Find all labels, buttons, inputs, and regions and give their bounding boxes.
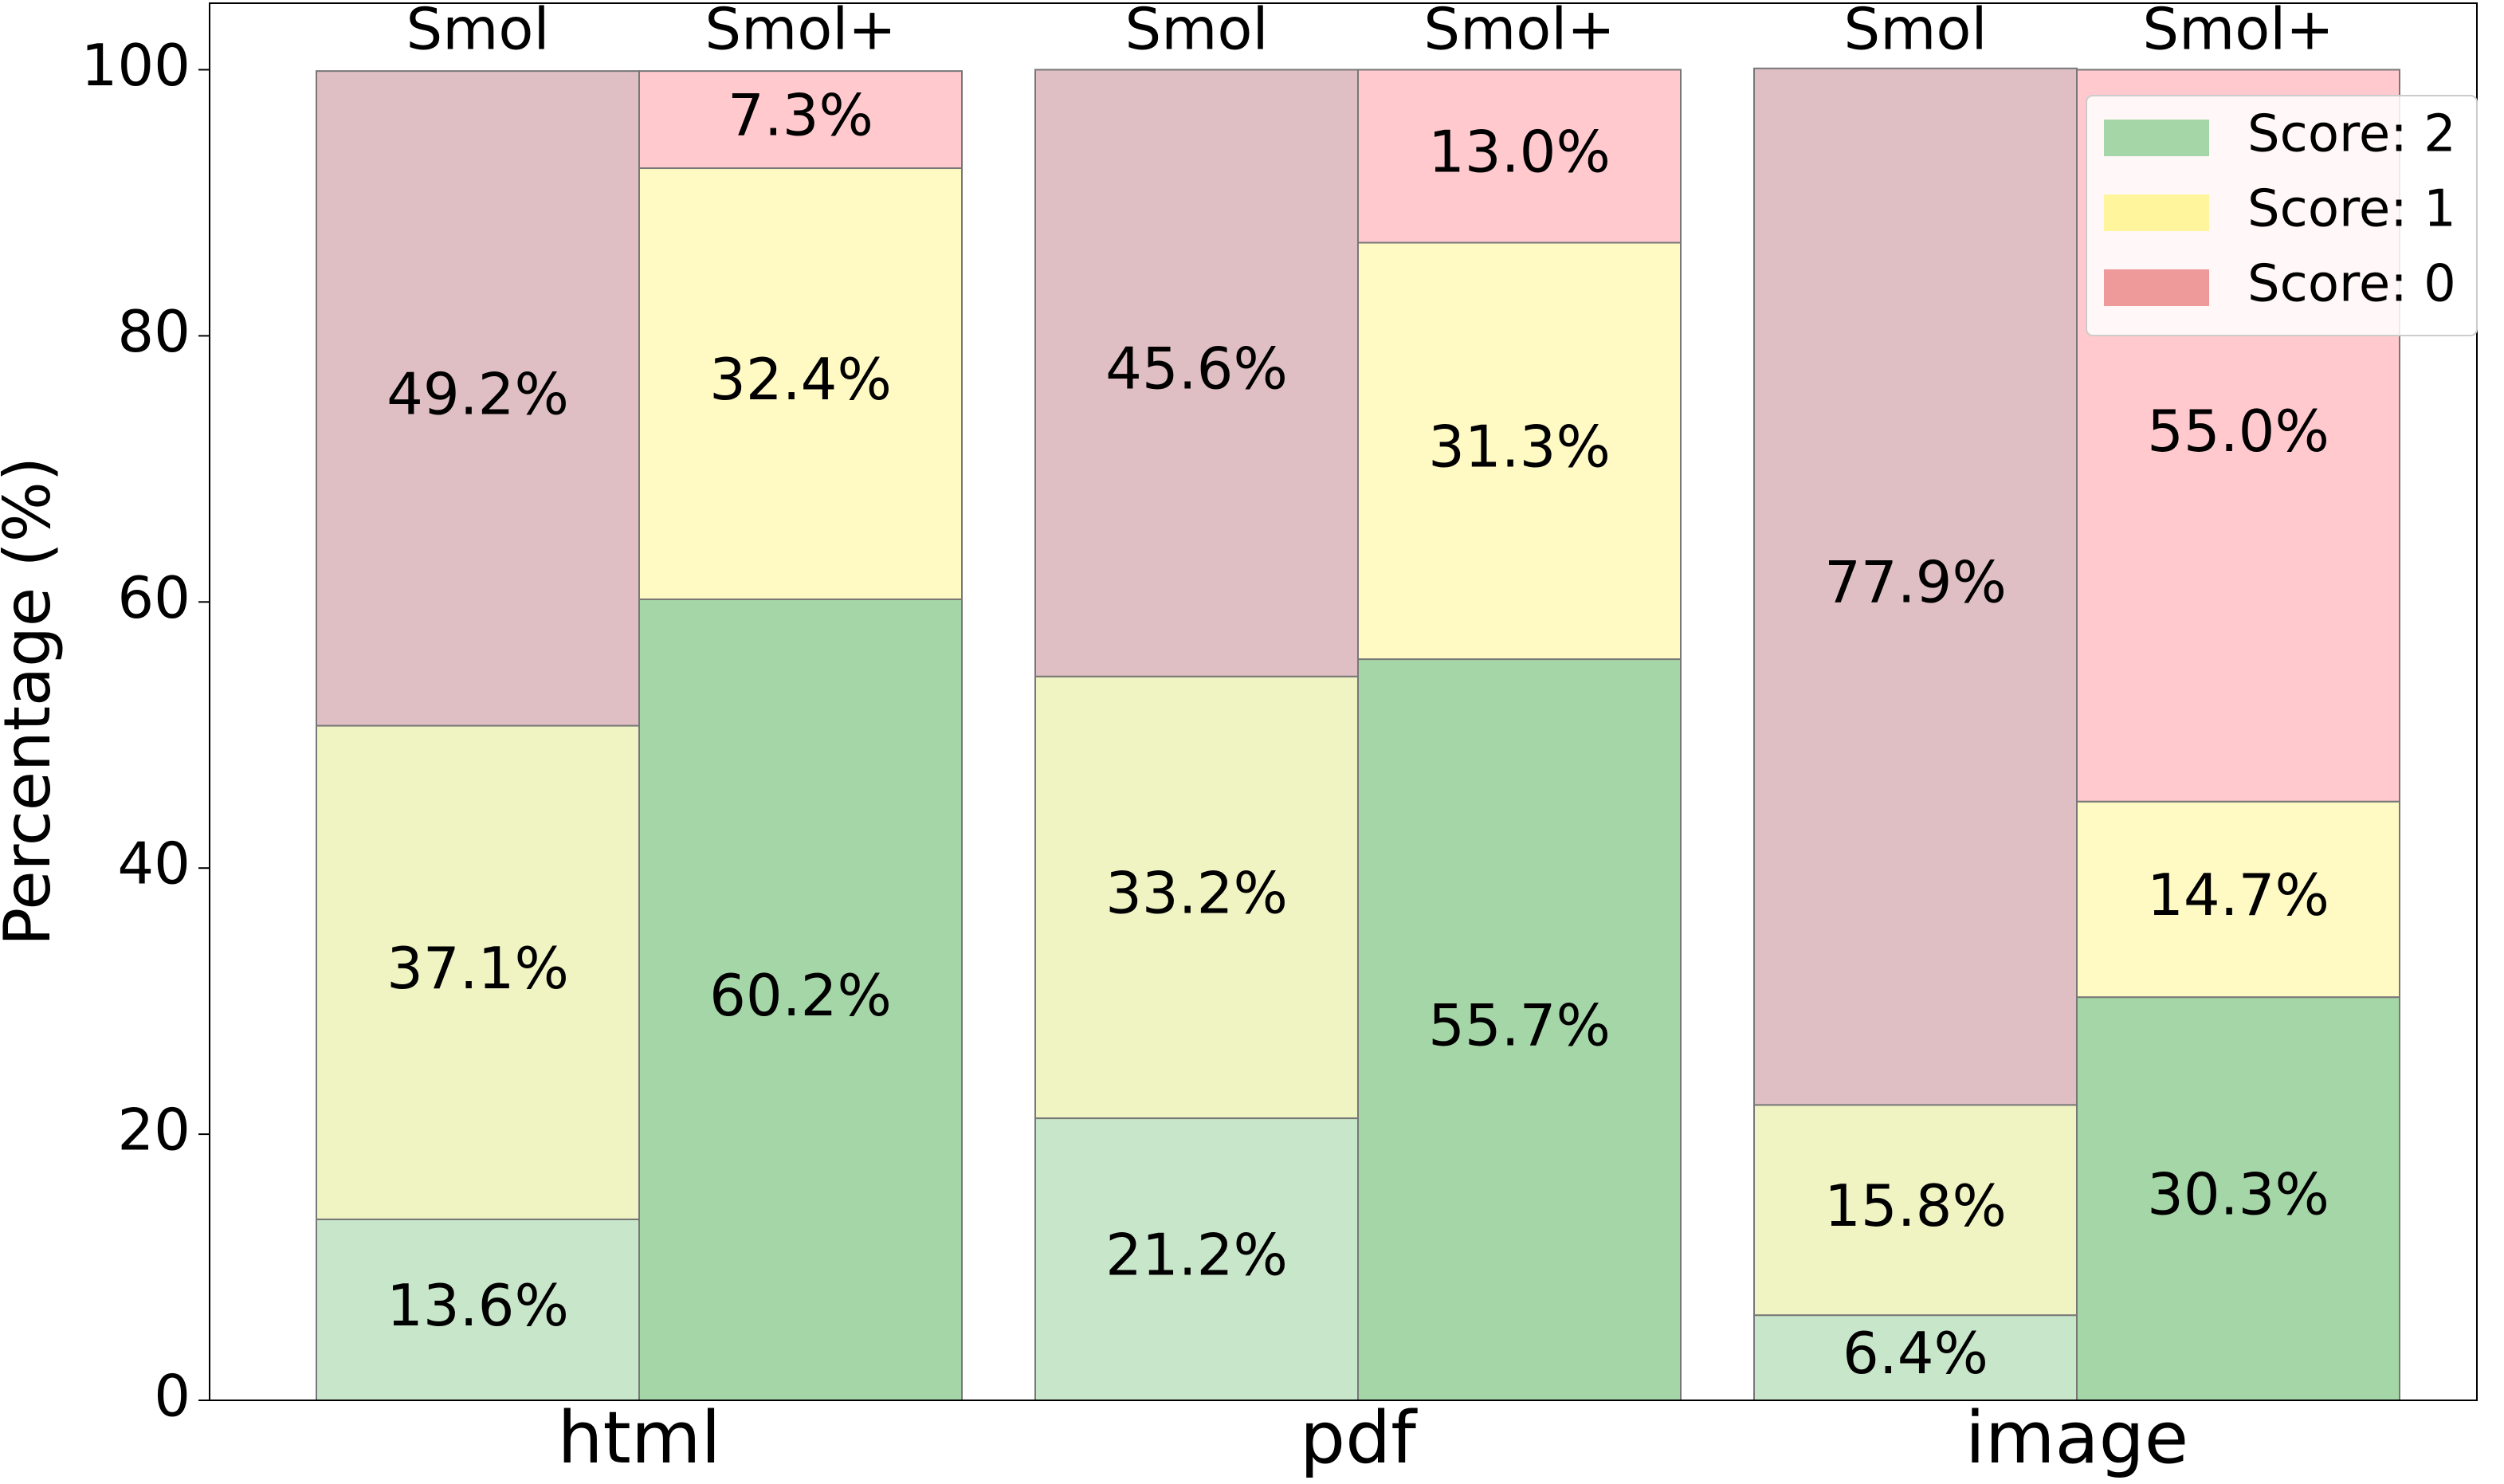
- bar-segment: [1753, 1314, 2078, 1402]
- bar-segment: [1357, 658, 1682, 1401]
- bar-segment: [638, 167, 963, 600]
- group-label: Smol+: [2142, 0, 2333, 63]
- y-tick-label: 0: [154, 1363, 190, 1430]
- bar-segment: [2076, 800, 2400, 999]
- group-label: Smol: [1844, 0, 1988, 63]
- plot-frame: [209, 2, 2478, 1401]
- value-label: 32.4%: [709, 346, 892, 413]
- legend-label: Score: 2: [2247, 105, 2456, 164]
- value-label: 15.8%: [1824, 1172, 2007, 1239]
- value-label: 45.6%: [1105, 336, 1288, 402]
- legend-swatch: [2104, 269, 2209, 306]
- y-tick-label: 20: [117, 1097, 190, 1164]
- value-label: 37.1%: [387, 935, 569, 1002]
- value-label: 60.2%: [709, 962, 892, 1029]
- value-label: 14.7%: [2147, 862, 2329, 928]
- value-label: 49.2%: [387, 360, 569, 427]
- bar-segment: [1753, 1104, 2078, 1317]
- value-label: 6.4%: [1843, 1320, 1988, 1387]
- value-label: 33.2%: [1105, 859, 1288, 926]
- value-label: 7.3%: [728, 82, 873, 149]
- bar-segment: [1357, 241, 1682, 661]
- bar-segment: [316, 70, 640, 727]
- y-tick-label: 100: [81, 32, 190, 99]
- bar-segment: [638, 70, 963, 170]
- value-label: 13.0%: [1428, 119, 1611, 186]
- group-label: Smol: [1125, 0, 1269, 63]
- value-label: 30.3%: [2147, 1161, 2329, 1228]
- bar-segment: [1034, 1117, 1359, 1401]
- legend-label: Score: 1: [2247, 180, 2456, 239]
- value-label: 77.9%: [1824, 549, 2007, 616]
- y-tick-label: 80: [117, 298, 190, 365]
- value-label: 31.3%: [1428, 413, 1611, 480]
- x-tick-label: pdf: [1300, 1396, 1418, 1480]
- bar-segment: [1034, 675, 1359, 1120]
- legend-swatch: [2104, 120, 2209, 156]
- group-label: Smol+: [1423, 0, 1615, 63]
- y-axis-label: Percentage (%): [0, 457, 65, 946]
- group-label: Smol: [406, 0, 550, 63]
- bar-segment: [1357, 69, 1682, 244]
- group-label: Smol+: [704, 0, 896, 63]
- value-label: 55.0%: [2147, 398, 2329, 465]
- x-tick-label: image: [1965, 1396, 2188, 1480]
- legend-swatch: [2104, 194, 2209, 231]
- legend-label: Score: 0: [2247, 255, 2456, 314]
- value-label: 13.6%: [387, 1272, 569, 1339]
- bar-segment: [1034, 69, 1359, 677]
- y-tick-label: 40: [117, 830, 190, 897]
- x-tick-label: html: [557, 1396, 720, 1480]
- value-label: 21.2%: [1105, 1222, 1288, 1289]
- bar-segment: [2076, 996, 2400, 1401]
- y-tick-label: 60: [117, 564, 190, 631]
- value-label: 55.7%: [1428, 992, 1611, 1059]
